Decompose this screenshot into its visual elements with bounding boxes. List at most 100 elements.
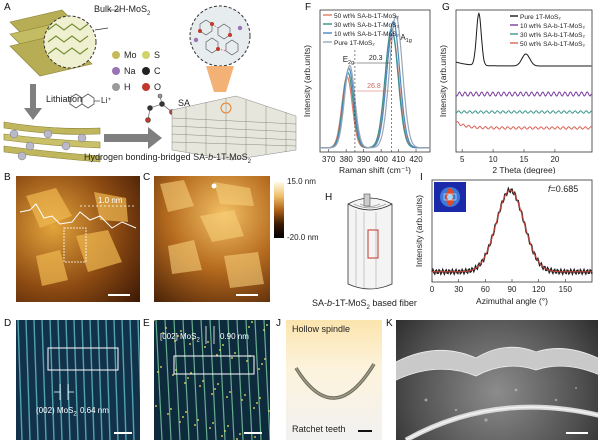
legend-entry: 50 wt% SA-b-1T-MoS₂ [520,41,585,48]
legend-entry: 30 wt% SA-b-1T-MoS₂ [334,22,399,29]
chart-i-azimuthal: 0 30 60 90 120 150 Azimuthal angle (°) Intensit… [414,179,593,306]
scale-bar [358,430,372,432]
series-line-2 [320,20,430,149]
waxs-inset [434,182,466,212]
lithiation-label: Lithiation [46,94,83,104]
lithiation-arrow [24,84,42,120]
fiber-caption: SA-b-1T-MoS2 based fiber [312,298,417,311]
x-tick-label: 90 [508,285,517,294]
x-tick-label: 0 [430,285,435,294]
shift-label-2: 26.8 [367,83,381,90]
x-tick-label: 120 [532,285,546,294]
atom-legend [112,51,150,91]
afm-image-c [154,176,270,302]
exfoliated-layers [3,121,101,163]
hollow-spindle-label: Hollow spindle [292,324,351,334]
color-scale-bar [274,182,284,238]
bulk-zoom-circle [43,15,97,69]
legend-entry: 30 wt% SA-b-1T-MoS₂ [520,32,585,39]
series-line-0 [455,11,592,67]
x-tick-label: 150 [559,285,573,294]
cbar-min: -20.0 nm [287,233,319,242]
scale-bar [566,432,588,434]
tem-image-e: [002] MoS2 0.90 nm [154,320,270,440]
plot-frame [319,9,431,153]
afm-height-annot: 1.0 nm [98,196,123,205]
panel-e-label: E [143,318,150,329]
sa-molecule [145,93,175,123]
x-tick-label: 20 [550,155,559,164]
tem-e-spacing: 0.90 nm [220,332,249,341]
panel-c-label: C [143,172,151,183]
inset-box [443,193,457,201]
legend-c: C [154,66,161,76]
legend-na: Na [124,66,136,76]
legend-o: O [154,82,162,92]
shift-label-1: 20.3 [369,55,383,62]
panel-b-label: B [4,172,11,183]
scale-bar [114,432,132,434]
x-tick-label: 410 [392,155,406,164]
legend-h: H [124,82,131,92]
tem-e-plane: [002] MoS2 [160,332,200,344]
x-tick-label: 30 [454,285,463,294]
series-line-1 [320,27,430,149]
inset-core [447,194,453,200]
zoom-cone [206,66,234,92]
x-tick-label: 370 [322,155,336,164]
legend-entry: 10 wt% SA-b-1T-MoS₂ [334,31,399,38]
scale-bar [236,294,258,296]
x-axis-label: Raman shift (cm⁻¹) [339,165,411,174]
legend-entry: Pure 1T-MoS₂ [334,40,375,47]
orientation-factor: f=0.685 [548,184,578,194]
chart-g-xrd: 5 10 15 202 Theta (degree) Intensity (arb.un… [438,9,593,174]
sem-image-k [396,320,598,440]
scale-bar [108,294,130,296]
tem-image-d: (002) MoS2 0.64 nm [16,320,140,440]
x-tick-label: 15 [520,155,529,164]
x-tick-label: 400 [374,155,388,164]
sa-b-1t-mos2-lattice [171,95,297,161]
series-line-2 [455,110,592,114]
a1g-label: A1g [400,33,411,44]
legend-entry: Pure 1T-MoS₂ [520,14,561,21]
y-axis-label: Intensity (arb.units) [302,45,312,117]
x-axis-label: 2 Theta (degree) [492,165,555,174]
series-line-0 [431,186,593,277]
panel-a-label: A [4,2,11,13]
cbar-max: 15.0 nm [287,177,316,186]
x-axis-label: Azimuthal angle (°) [476,296,548,306]
panel-i-label: I [420,172,423,183]
tem-d-spacing: 0.64 nm [80,406,109,415]
panel-f-label: F [305,2,312,13]
x-tick-label: 420 [409,155,423,164]
series-line-3 [320,14,430,149]
series-line-1 [455,91,592,97]
panel-d-label: D [4,318,12,329]
series-line-3 [455,121,592,130]
y-axis-label: Intensity (arb.units) [438,45,448,117]
legend-entry: 10 wt% SA-b-1T-MoS₂ [520,23,585,30]
e2g-label: E2g [343,55,354,66]
afm-image-b: 1.0 nm [16,176,140,302]
li-label: Li⁺ [101,96,112,105]
panel-k-label: K [386,318,393,329]
x-tick-label: 390 [357,155,371,164]
x-tick-label: 380 [340,155,354,164]
y-axis-label: Intensity (arb.units) [414,195,424,267]
tem-d-plane: (002) MoS2 [36,406,77,418]
panel-a-schematic [3,5,297,163]
x-tick-label: 60 [481,285,490,294]
series-line-1 [432,189,592,273]
panel-j-label: J [276,318,281,329]
legend-s: S [154,50,161,60]
fiber-photo-j: Hollow spindle Ratchet teeth [286,320,382,440]
bulk-label: Bulk 2H-MoS2 [94,4,151,17]
x-tick-label: 10 [489,155,498,164]
sa-label: SA [178,98,191,108]
assembly-arrow [104,127,162,149]
fiber-schematic [347,193,393,290]
panel-h-label: H [325,192,333,203]
x-tick-label: 5 [460,155,465,164]
